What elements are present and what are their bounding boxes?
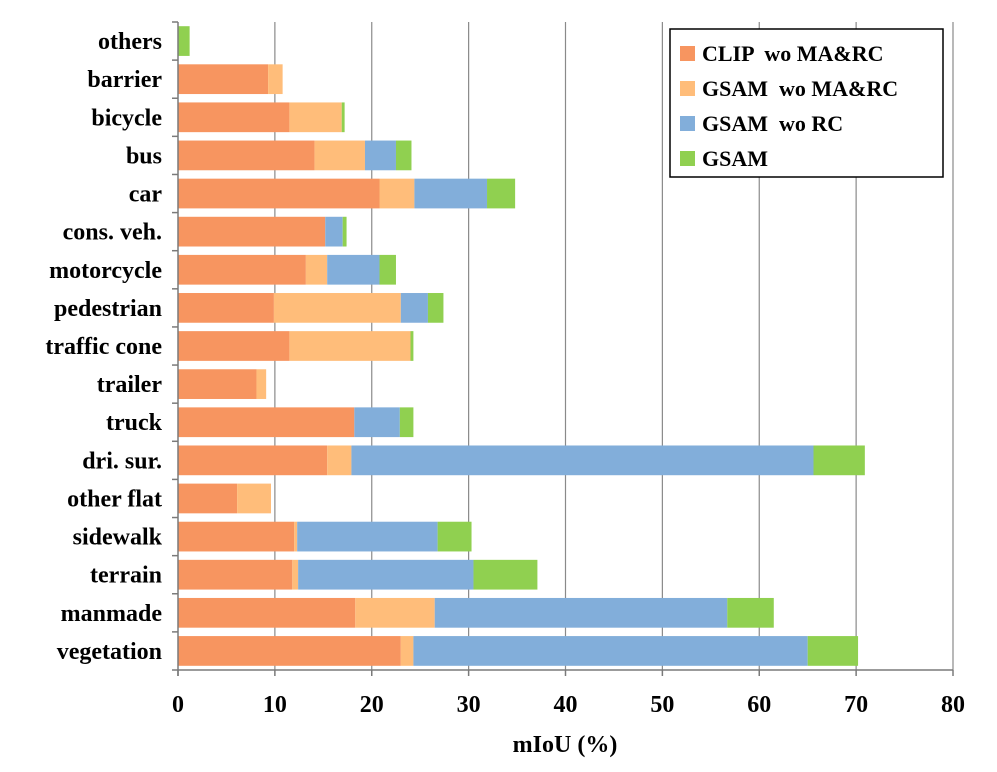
legend-swatch <box>680 116 695 131</box>
bar-bus-series-0 <box>178 140 315 171</box>
bar-barrier-series-0 <box>178 64 269 95</box>
bar-vegetation-series-3 <box>807 636 859 666</box>
x-tick-label: 20 <box>360 692 384 718</box>
category-label: vegetation <box>57 639 162 665</box>
bar-sidewalk-series-0 <box>178 521 295 552</box>
category-label: truck <box>106 410 163 436</box>
category-label: bicycle <box>91 105 162 131</box>
bar-motorcycle-series-0 <box>178 254 306 285</box>
bar-manmade-series-3 <box>727 597 774 628</box>
x-tick-label: 40 <box>554 692 578 718</box>
bar-bus-series-1 <box>314 140 365 171</box>
bar-dri-sur--series-2 <box>351 445 814 476</box>
bar-motorcycle-series-2 <box>327 254 380 285</box>
bar-car-series-0 <box>178 178 380 209</box>
bar-traffic-cone-series-3 <box>410 331 414 361</box>
category-label: barrier <box>87 67 162 93</box>
bar-trailer-series-0 <box>178 369 257 399</box>
bar-sidewalk-series-3 <box>437 521 472 552</box>
bar-cons-veh--series-3 <box>342 216 347 247</box>
legend-box <box>669 28 944 178</box>
x-tick-label: 10 <box>263 692 287 718</box>
legend-swatch <box>680 81 695 96</box>
bar-sidewalk-series-2 <box>297 521 438 552</box>
bar-pedestrian-series-3 <box>427 293 444 323</box>
bar-truck-series-0 <box>178 407 355 438</box>
x-tick-label: 0 <box>172 692 184 718</box>
bar-vegetation-series-1 <box>400 636 414 666</box>
legend-label: GSAM wo RC <box>702 111 843 136</box>
axes <box>172 21 954 676</box>
legend: CLIP wo MA&RC GSAM wo MA&RC GSAM wo RC GSAM <box>669 28 944 178</box>
category-label: pedestrian <box>54 296 162 322</box>
legend-swatch <box>680 46 695 61</box>
bar-vegetation-series-0 <box>178 636 401 666</box>
bar-bus-series-3 <box>395 140 412 171</box>
bar-manmade-series-2 <box>434 597 728 628</box>
bars <box>178 26 865 666</box>
x-tick-label: 30 <box>457 692 481 718</box>
bar-terrain-series-2 <box>298 559 474 590</box>
bar-terrain-series-1 <box>292 559 299 590</box>
bar-motorcycle-series-1 <box>305 254 328 285</box>
bar-other-flat-series-1 <box>237 483 271 514</box>
bar-truck-series-2 <box>354 407 400 438</box>
bar-dri-sur--series-0 <box>178 445 328 476</box>
x-tick-label: 50 <box>650 692 674 718</box>
legend-swatch <box>680 151 695 166</box>
bar-traffic-cone-series-1 <box>289 331 411 361</box>
bar-other-flat-series-0 <box>178 483 238 514</box>
legend-label: CLIP wo MA&RC <box>702 41 884 66</box>
bar-car-series-2 <box>414 178 488 209</box>
category-label: cons. veh. <box>63 220 162 246</box>
bar-cons-veh--series-0 <box>178 216 326 247</box>
category-labels: others barrier bicycle bus car cons. veh. moto… <box>45 29 162 665</box>
x-tick-labels: 0 10 20 30 40 50 60 70 80 <box>172 692 965 718</box>
bar-bicycle-series-3 <box>341 102 345 133</box>
category-label: bus <box>126 143 162 169</box>
bar-car-series-1 <box>379 178 415 209</box>
bar-manmade-series-1 <box>355 597 435 628</box>
category-label: motorcycle <box>49 258 162 284</box>
x-tick-label: 60 <box>747 692 771 718</box>
bar-bus-series-2 <box>364 140 396 171</box>
bar-trailer-series-1 <box>256 369 267 399</box>
category-label: traffic cone <box>45 334 162 360</box>
bar-dri-sur--series-1 <box>327 445 352 476</box>
legend-label: GSAM <box>702 146 768 171</box>
bar-truck-series-3 <box>399 407 414 438</box>
x-axis-title: mIoU (%) <box>513 732 618 758</box>
category-label: trailer <box>97 372 163 398</box>
x-tick-label: 70 <box>844 692 868 718</box>
category-label: other flat <box>67 486 162 512</box>
bar-others-series-3 <box>178 26 190 56</box>
category-label: others <box>98 29 162 55</box>
category-label: dri. sur. <box>82 448 162 474</box>
category-label: car <box>129 182 163 208</box>
bar-pedestrian-series-1 <box>273 293 401 323</box>
bar-pedestrian-series-2 <box>400 293 428 323</box>
bar-motorcycle-series-3 <box>379 254 396 285</box>
bar-vegetation-series-2 <box>413 636 808 666</box>
bar-barrier-series-1 <box>268 64 283 95</box>
legend-label: GSAM wo MA&RC <box>702 76 898 101</box>
bar-traffic-cone-series-0 <box>178 331 290 361</box>
bar-terrain-series-3 <box>473 559 538 590</box>
category-label: terrain <box>90 563 162 589</box>
category-label: manmade <box>61 601 163 627</box>
bar-bicycle-series-1 <box>289 102 342 133</box>
bar-manmade-series-0 <box>178 597 356 628</box>
bar-car-series-3 <box>487 178 516 209</box>
bar-sidewalk-series-1 <box>294 521 298 552</box>
bar-dri-sur--series-3 <box>813 445 865 476</box>
bar-cons-veh--series-2 <box>325 216 343 247</box>
category-label: sidewalk <box>73 525 163 551</box>
bar-terrain-series-0 <box>178 559 293 590</box>
bar-pedestrian-series-0 <box>178 293 274 323</box>
bar-bicycle-series-0 <box>178 102 290 133</box>
x-tick-label: 80 <box>941 692 965 718</box>
